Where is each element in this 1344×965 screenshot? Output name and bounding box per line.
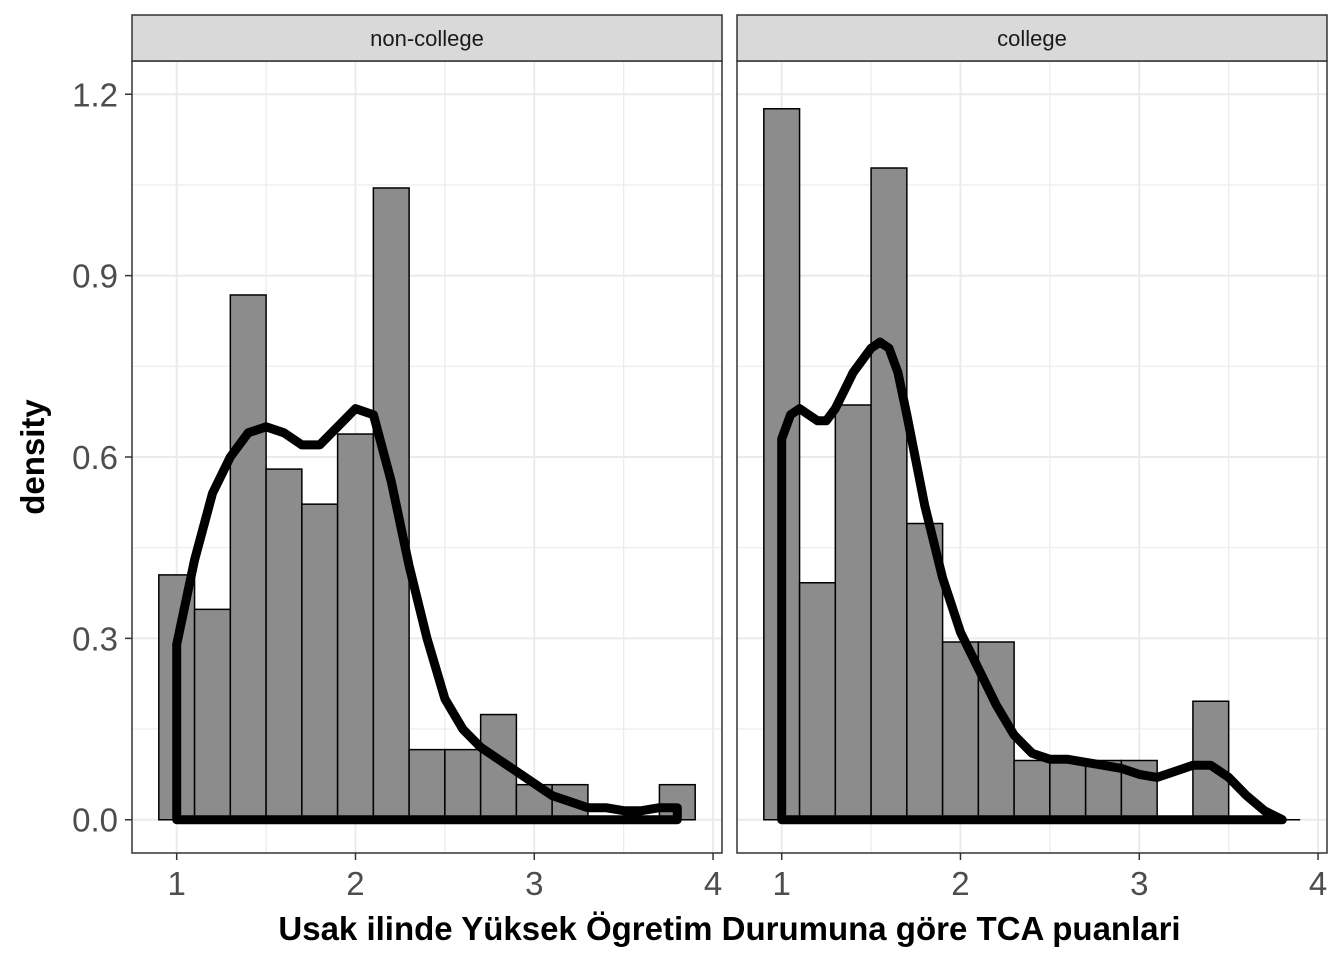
facet-strip-label: college xyxy=(997,26,1067,51)
histogram-bar xyxy=(301,503,339,821)
histogram-bar xyxy=(798,582,837,821)
facet-panel-college: college 1 2 3 4 xyxy=(736,14,1328,902)
facet-strip xyxy=(736,14,1328,62)
histogram-bar xyxy=(444,748,482,821)
panels: non-college 1 2 3 4 college 1 2 3 4 xyxy=(131,14,1328,902)
x-tick-label: 1 xyxy=(773,865,791,902)
histogram-bar xyxy=(193,608,232,821)
histogram-bar xyxy=(941,641,980,821)
y-tick-label: 0.9 xyxy=(72,258,118,295)
histogram-bar xyxy=(229,294,267,821)
histogram-bar xyxy=(906,522,944,821)
histogram-bar xyxy=(1049,759,1087,821)
x-tick-label: 3 xyxy=(525,865,543,902)
histogram-bar xyxy=(408,748,446,821)
x-tick-label: 4 xyxy=(704,865,722,902)
x-tick-label: 3 xyxy=(1130,865,1148,902)
y-tick-label: 0.3 xyxy=(72,620,118,657)
histogram-bar xyxy=(834,404,872,821)
facet-panel-non-college: non-college 1 2 3 4 xyxy=(131,14,723,902)
x-tick-label: 2 xyxy=(951,865,969,902)
y-tick-label: 0.6 xyxy=(72,439,118,476)
histogram-bar xyxy=(336,433,375,821)
x-tick-label: 4 xyxy=(1309,865,1327,902)
density-curve xyxy=(777,337,1287,825)
y-axis-title: density xyxy=(14,399,51,515)
facet-strip xyxy=(131,14,723,62)
y-tick-label: 0.0 xyxy=(72,802,118,839)
facet-strip-label: non-college xyxy=(370,26,484,51)
x-tick-label: 1 xyxy=(168,865,186,902)
histogram-bar xyxy=(265,468,303,821)
y-axis: 0.0 0.3 0.6 0.9 1.2 xyxy=(72,76,132,839)
histogram-bar xyxy=(1013,759,1051,821)
density-curve xyxy=(172,404,682,825)
x-axis-title: Usak ilinde Yüksek Ögretim Durumuna göre… xyxy=(278,910,1180,947)
histogram-bar xyxy=(1192,700,1230,821)
histogram-bar xyxy=(870,167,908,821)
y-tick-label: 1.2 xyxy=(72,76,118,113)
x-tick-label: 2 xyxy=(346,865,364,902)
histogram-bar xyxy=(372,187,410,821)
